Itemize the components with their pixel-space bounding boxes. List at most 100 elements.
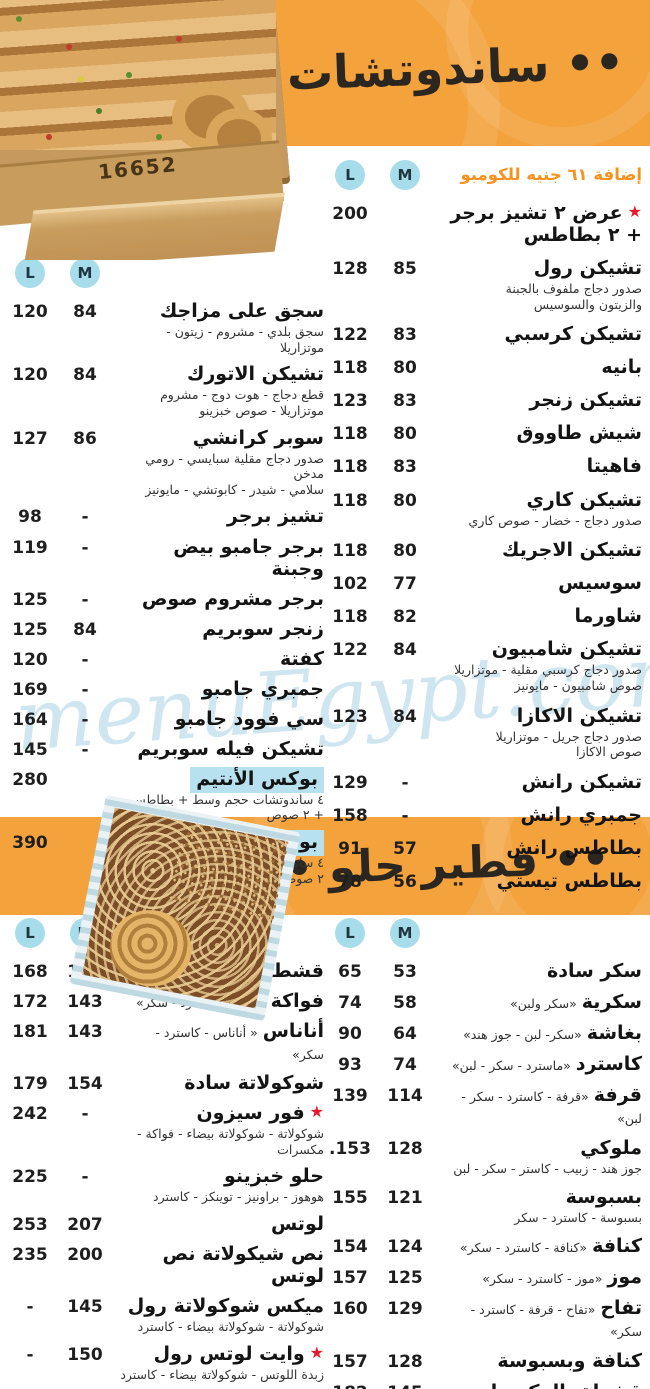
item-name: قرفة: [593, 1084, 642, 1107]
price-large: 65: [338, 962, 362, 982]
menu-item-row: 154 124 ★كنافة«كنافة - كاسترد - سكر»: [326, 1235, 642, 1257]
size-badge-m: M: [390, 160, 420, 190]
price-large: 160: [332, 1298, 368, 1319]
price-large: 118: [332, 457, 368, 478]
item-name: بانيه: [601, 356, 642, 379]
price-large: 154: [332, 1236, 368, 1257]
price-large: 93: [338, 1055, 362, 1076]
item-name: سجق على مزاجك: [159, 300, 324, 322]
item-description: زبدة اللوتس - شوكولاتة بيضاء - كاسترد: [120, 1366, 324, 1382]
size-badge-l: L: [15, 918, 45, 948]
item-name: بوكس الأنتيم: [196, 767, 318, 790]
item-name: حلو خبزينو: [223, 1165, 324, 1188]
price-medium: 128: [387, 1139, 423, 1160]
item-description: شوكولاتة - شوكولاتة بيضاء - كاسترد: [137, 1319, 324, 1335]
item-name-block: ★تشيكن كرسبي: [436, 323, 642, 345]
menu-item-row: 78 56 ★بطاطس تيستي: [326, 870, 642, 892]
item-name-block: ★عرض ٢ تشيز برجر + ٢ بطاطس: [436, 202, 642, 246]
item-name: تشيكن رول: [533, 257, 642, 280]
item-name: جمبري رانش: [520, 803, 642, 826]
price-large: .153: [329, 1139, 371, 1160]
price-medium: 114: [387, 1086, 423, 1107]
item-inline-description: «موز - كاسترد - سكر»: [482, 1270, 603, 1286]
size-badge-l: L: [335, 160, 365, 190]
column-header: L M: [6, 256, 324, 288]
price-medium: -: [401, 805, 409, 826]
menu-item-row: 91 57 ★بطاطس رانش: [326, 837, 642, 859]
item-name: سوسيس: [558, 572, 642, 595]
price-medium: -: [81, 709, 89, 730]
sandwich-box-photo: 16652: [0, 0, 292, 260]
item-description: صدور دجاج كرسبي مقلية - موتزاريلا صوص شا…: [454, 662, 642, 693]
item-name: عرض ٢ تشيز برجر + ٢ بطاطس: [450, 202, 642, 247]
menu-item-row: 98 - ★تشيز برجر: [6, 505, 324, 527]
item-name-block: ★ملوكي جوز هند - زبيب - كاستر - سكر - لب…: [436, 1137, 642, 1177]
menu-item-row: 181 143 ★أناناس« أناناس - كاسترد - سكر»: [6, 1020, 324, 1064]
price-medium: 145: [67, 1297, 103, 1318]
menu-item-list: 120 84 ★سجق على مزاجك سجق بلدي - مشروم -…: [6, 300, 324, 886]
item-name-block: ★بانيه: [436, 356, 642, 378]
price-medium: 58: [393, 993, 417, 1014]
item-name: بطاطس رانش: [506, 836, 642, 859]
price-large: 118: [332, 607, 368, 628]
item-name: تشيز برجر: [226, 505, 324, 528]
price-medium: 85: [393, 259, 417, 280]
price-medium: -: [81, 537, 89, 558]
menu-item-row: 235 200 ★نص شيكولاتة نص لوتس: [6, 1243, 324, 1287]
item-name-block: ★موز«موز - كاسترد - سكر»: [436, 1266, 642, 1288]
price-large: 122: [332, 325, 368, 346]
price-large: 125: [12, 619, 48, 640]
item-description: صدور دجاج - خضار - صوص كاري: [468, 512, 642, 528]
menu-item-row: 119 - ★برجر جامبو بيض وجبنة: [6, 536, 324, 580]
price-medium: 121: [387, 1187, 423, 1208]
price-large: 74: [338, 993, 362, 1014]
item-name: تشيكن شامبيون: [491, 638, 642, 661]
price-medium: -: [81, 589, 89, 610]
price-large: 139: [332, 1086, 368, 1107]
item-name-block: ★حلو خبزينو هوهوز - براونيز - توينكز - ك…: [116, 1165, 324, 1205]
price-medium: 150: [67, 1344, 103, 1365]
price-large: 122: [332, 640, 368, 661]
item-name-block: ★سوسيس: [436, 572, 642, 594]
item-description: بسبوسة - كاسترد - سكر: [514, 1209, 642, 1225]
item-name: وايت لوتس رول: [153, 1342, 305, 1365]
item-name-block: ★تشيكن الاكازا صدور دجاج جريل - موتزاريل…: [436, 705, 642, 760]
menu-item-row: .153 128 ★ملوكي جوز هند - زبيب - كاستر -…: [326, 1137, 642, 1177]
featured-star-icon: ★: [627, 202, 642, 221]
menu-item-list: 200 ★عرض ٢ تشيز برجر + ٢ بطاطس 128 85 ★ت…: [326, 202, 642, 892]
item-name-block: ★سي فوود جامبو: [116, 708, 324, 730]
item-name: أناناس: [262, 1020, 324, 1043]
item-name: تشيكن الاجريك: [502, 539, 642, 562]
item-name: بسبوسة: [565, 1185, 642, 1208]
price-large: 280: [12, 769, 48, 790]
item-name-block: ★فور سيزون شوكولاتة - شوكولاتة بيضاء - ف…: [116, 1102, 324, 1157]
size-badge-l: L: [15, 258, 45, 288]
item-name-block: ★برجر جامبو بيض وجبنة: [116, 536, 324, 580]
item-description: صدور دجاج جريل - موتزاريلا صوص الاكازا: [495, 728, 642, 760]
item-description: سجق بلدي - مشروم - زيتون - موتزاريلا: [166, 324, 324, 355]
item-name-block: ★لوتس: [116, 1213, 324, 1235]
price-large: 129: [332, 772, 368, 793]
price-large: 157: [332, 1351, 368, 1372]
toppings-dots: [16, 16, 22, 22]
menu-item-row: 164 - ★سي فوود جامبو: [6, 708, 324, 730]
item-name: سكر سادة: [547, 960, 642, 982]
item-name: تشيكن فيله سوبريم: [137, 737, 324, 760]
price-medium: 53: [393, 962, 417, 982]
sandwiches-left-column: L M 120 84 ★سجق على مزاجك سجق بلدي - مشر…: [6, 256, 324, 894]
item-name-block: ★سجق على مزاجك سجق بلدي - مشروم - زيتون …: [116, 300, 324, 355]
item-name: زنجر سوبريم: [202, 617, 324, 640]
item-name: سكرية: [581, 991, 642, 1014]
item-name: ميكس شوكولاتة رول: [127, 1295, 324, 1318]
item-inline-description: «كنافة - كاسترد - سكر»: [459, 1239, 588, 1255]
price-medium: 80: [393, 358, 417, 379]
menu-item-row: 122 84 ★تشيكن شامبيون صدور دجاج كرسبي مق…: [326, 638, 642, 693]
sandwiches-right-column: L M إضافة ٦١ جنيه للكومبو 200 ★عرض ٢ تشي…: [326, 158, 642, 903]
price-large: 120: [12, 365, 48, 386]
item-name: سوبر كرانشي: [192, 426, 324, 449]
item-inline-description: «سكر ولبن»: [510, 996, 577, 1012]
menu-item-row: 158 - ★جمبري رانش: [326, 804, 642, 826]
item-name-block: ★تشيكن فيله سوبريم: [116, 738, 324, 760]
item-name: برجر جامبو بيض وجبنة: [173, 535, 324, 580]
item-name-block: ★كنافة«كنافة - كاسترد - سكر»: [436, 1235, 642, 1257]
